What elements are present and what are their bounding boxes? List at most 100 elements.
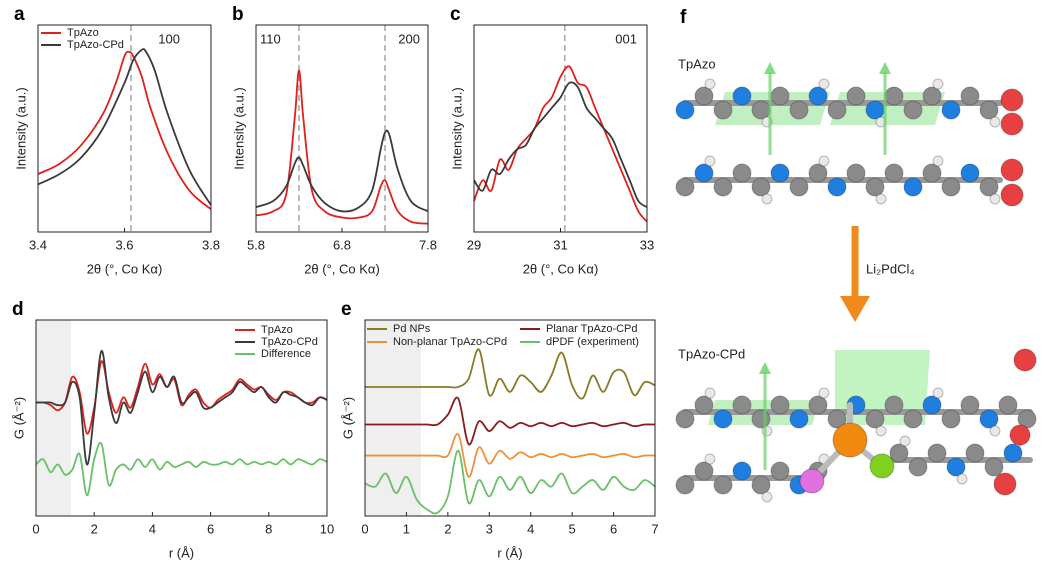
atom [903,100,923,120]
plot-frame [473,24,648,233]
atom [751,177,771,197]
data-line [37,50,212,210]
legend-label: dPDF (experiment) [546,336,639,348]
atom [732,86,752,106]
x-tick-label: 29 [467,237,481,252]
atom [993,472,1017,496]
atom [751,100,771,120]
atom [818,387,830,399]
atom [732,461,752,481]
atom [989,425,1001,437]
atom [989,116,1001,128]
x-tick-label: 6.8 [333,237,351,252]
atom [875,193,887,205]
x-tick-label: 33 [640,237,654,252]
plot-frame [255,24,429,233]
atom [903,177,923,197]
x-tick-label: 7 [651,521,658,536]
x-tick-label: 3.6 [115,237,133,252]
atom [827,409,847,429]
x-tick-label: 7.8 [419,237,437,252]
x-tick-label: 31 [553,237,567,252]
atom [832,422,868,458]
annotation: 001 [615,31,637,46]
vector-head [759,362,771,374]
atom [770,86,790,106]
legend-label: TpAzo [67,27,99,39]
atom [884,163,904,183]
data-line [35,441,328,497]
legend-label: TpAzo-CPd [67,39,124,51]
vector-head [764,62,776,74]
x-tick-label: 1 [403,521,410,536]
atom [903,409,923,429]
atom [732,163,752,183]
y-axis-label: G (Å⁻²) [11,397,26,439]
atom [704,453,716,465]
atom [704,155,716,167]
atom [932,78,944,90]
atom [675,475,695,495]
x-axis-label: 2θ (°, Co Kα) [523,261,599,276]
atom [1000,183,1024,207]
atom [770,163,790,183]
x-tick-label: 3 [486,521,493,536]
x-tick-label: 3.4 [29,237,47,252]
atom [808,86,828,106]
atom [846,86,866,106]
data-line [255,129,429,213]
annotation: 110 [260,31,281,46]
vector-head [879,62,891,74]
x-tick-label: 3.8 [202,237,220,252]
atom [818,155,830,167]
x-tick-label: 6 [610,521,617,536]
atom [846,163,866,183]
atom [927,443,947,463]
legend-label: TpAzo [261,324,293,336]
x-tick-label: 0 [361,521,368,536]
atom [965,443,985,463]
x-tick-label: 8 [265,521,272,536]
atom [922,86,942,106]
x-tick-label: 5 [569,521,576,536]
atom [979,177,999,197]
atom [941,409,961,429]
x-tick-label: 0 [32,521,39,536]
atom [713,475,733,495]
arrow-label: Li₂PdCl₄ [866,261,915,276]
y-axis-label: Intensity (a.u.) [449,87,464,169]
atom [1013,348,1037,372]
plot-frame [35,319,328,517]
x-tick-label: 2 [444,521,451,536]
atom [908,457,928,477]
atom [770,395,790,415]
annotation: 100 [158,31,180,46]
atom [989,193,1001,205]
plot-frame [364,319,656,517]
y-axis-label: Intensity (a.u.) [231,87,246,169]
panel-letter: c [450,4,461,25]
atom [808,395,828,415]
data-line [35,350,328,466]
atom [932,155,944,167]
data-line [473,65,648,223]
atom [1009,424,1031,446]
atom [946,457,966,477]
atom [884,86,904,106]
atom [875,425,887,437]
atom [770,461,790,481]
panel-letter: e [341,299,352,320]
panel-letter: b [232,4,244,25]
atom [732,395,752,415]
atom [675,409,695,429]
atom [960,395,980,415]
atom [984,457,1004,477]
atom [922,395,942,415]
atom [789,177,809,197]
atom [694,86,714,106]
atom [694,395,714,415]
x-tick-label: 4 [149,521,156,536]
atom [761,491,773,503]
data-line [365,348,656,400]
